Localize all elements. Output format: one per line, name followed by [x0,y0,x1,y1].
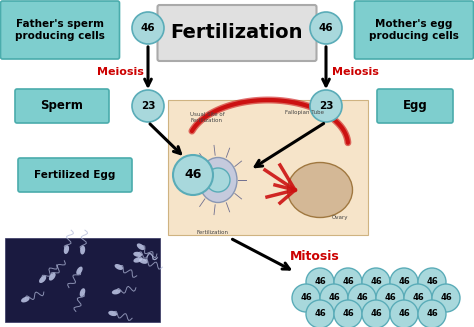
FancyBboxPatch shape [157,5,317,61]
Text: 46: 46 [370,309,382,318]
Text: 23: 23 [319,101,333,111]
Ellipse shape [76,267,82,275]
Circle shape [310,12,342,44]
Ellipse shape [134,257,142,263]
Text: 46: 46 [426,309,438,318]
Text: 46: 46 [342,278,354,286]
FancyBboxPatch shape [15,89,109,123]
Text: 46: 46 [328,294,340,302]
Ellipse shape [199,158,237,202]
Text: 46: 46 [314,309,326,318]
Text: 46: 46 [440,294,452,302]
Text: 46: 46 [370,278,382,286]
FancyBboxPatch shape [377,89,453,123]
Text: Meiosis: Meiosis [331,67,378,77]
Text: Meiosis: Meiosis [97,67,144,77]
Text: Ovary: Ovary [332,215,348,220]
Text: 46: 46 [412,294,424,302]
FancyBboxPatch shape [355,1,474,59]
Circle shape [132,12,164,44]
Text: Usual Site of
Fertilization: Usual Site of Fertilization [190,112,224,123]
Text: 46: 46 [356,294,368,302]
Text: Father's sperm
producing cells: Father's sperm producing cells [15,19,105,41]
Circle shape [376,284,404,312]
Circle shape [390,268,418,296]
Circle shape [306,268,334,296]
Ellipse shape [115,264,123,270]
Circle shape [390,300,418,327]
Circle shape [418,268,446,296]
Ellipse shape [139,258,147,264]
FancyBboxPatch shape [0,1,119,59]
Circle shape [334,268,362,296]
Circle shape [292,284,320,312]
Text: Fallopian Tube: Fallopian Tube [285,110,325,115]
Circle shape [418,300,446,327]
Text: Egg: Egg [402,99,428,112]
Circle shape [173,155,213,195]
Circle shape [348,284,376,312]
Text: Sperm: Sperm [41,99,83,112]
Ellipse shape [64,245,69,254]
Text: 46: 46 [184,168,202,181]
Ellipse shape [108,311,117,316]
Circle shape [404,284,432,312]
Circle shape [320,284,348,312]
Circle shape [334,300,362,327]
Text: 46: 46 [319,23,333,33]
Circle shape [310,90,342,122]
Ellipse shape [133,252,142,257]
Text: 46: 46 [398,309,410,318]
Ellipse shape [137,243,145,250]
Text: Mother's egg
producing cells: Mother's egg producing cells [369,19,459,41]
Ellipse shape [112,289,121,294]
Text: Fertilization: Fertilization [171,24,303,43]
Text: 46: 46 [141,23,155,33]
Text: 46: 46 [384,294,396,302]
Text: 46: 46 [426,278,438,286]
Text: 23: 23 [141,101,155,111]
Text: 46: 46 [314,278,326,286]
Circle shape [362,300,390,327]
Ellipse shape [288,163,353,217]
Text: Fertilization: Fertilization [197,230,229,234]
Ellipse shape [80,246,85,254]
Circle shape [432,284,460,312]
Text: 46: 46 [342,309,354,318]
FancyBboxPatch shape [18,158,132,192]
Text: 46: 46 [398,278,410,286]
FancyBboxPatch shape [168,100,368,235]
Ellipse shape [80,288,85,297]
Circle shape [206,168,230,192]
Circle shape [306,300,334,327]
Text: 46: 46 [300,294,312,302]
Ellipse shape [49,273,55,281]
Circle shape [132,90,164,122]
Ellipse shape [39,276,46,283]
FancyBboxPatch shape [5,238,160,322]
Text: Mitosis: Mitosis [290,250,340,263]
Ellipse shape [21,297,29,302]
Circle shape [362,268,390,296]
Text: Fertilized Egg: Fertilized Egg [34,170,116,180]
